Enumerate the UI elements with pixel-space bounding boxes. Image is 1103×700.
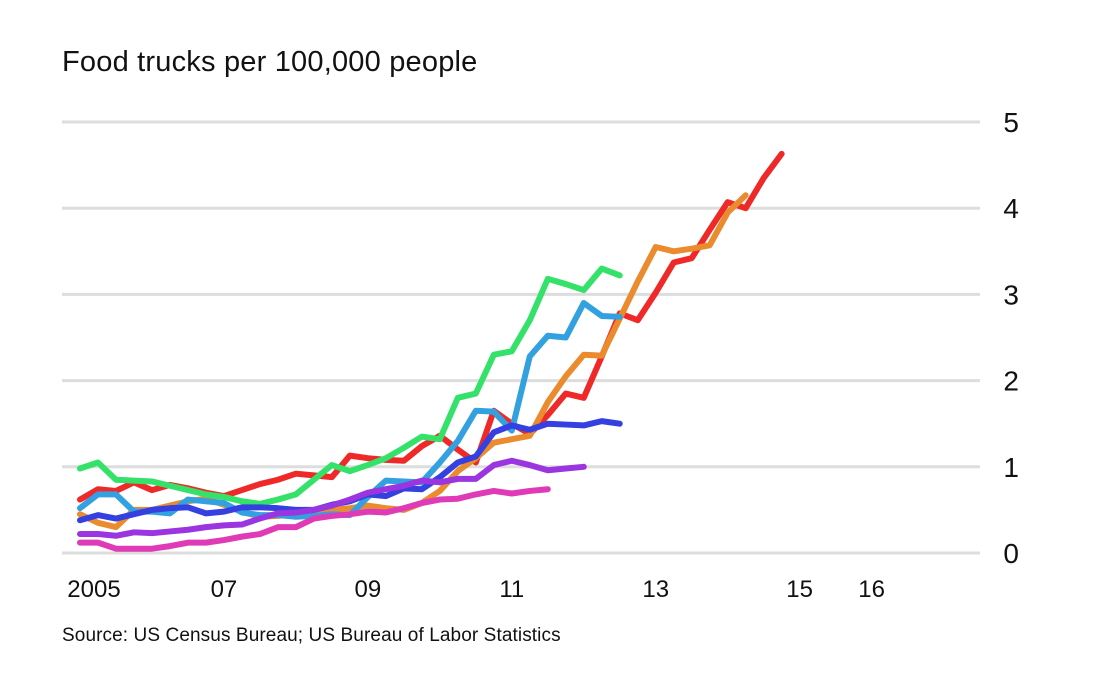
series-line-2 bbox=[77, 192, 749, 531]
y-tick-label-0: 0 bbox=[1003, 538, 1019, 569]
series-line-6 bbox=[77, 457, 587, 539]
y-tick-label-2: 2 bbox=[1003, 366, 1019, 397]
y-tick-label-5: 5 bbox=[1003, 107, 1019, 138]
x-tick-label-09: 09 bbox=[355, 576, 382, 603]
x-tick-label-13: 13 bbox=[642, 576, 669, 603]
series-line-1 bbox=[77, 150, 785, 503]
x-tick-label-16: 16 bbox=[858, 576, 885, 603]
x-tick-label-15: 15 bbox=[786, 576, 813, 603]
y-tick-label-4: 4 bbox=[1003, 193, 1019, 224]
chart-title: Food trucks per 100,000 people bbox=[62, 46, 478, 78]
series-lines bbox=[77, 150, 785, 552]
y-axis-labels: 0 1 2 3 4 5 bbox=[1003, 107, 1019, 569]
x-tick-label-07: 07 bbox=[211, 576, 238, 603]
series-line-7 bbox=[77, 486, 551, 552]
x-tick-label-2005: 2005 bbox=[67, 576, 120, 603]
y-tick-label-1: 1 bbox=[1003, 452, 1019, 483]
series-line-3 bbox=[77, 265, 623, 507]
source-note: Source: US Census Bureau; US Bureau of L… bbox=[62, 625, 561, 646]
y-tick-label-3: 3 bbox=[1003, 279, 1019, 310]
x-tick-label-11: 11 bbox=[499, 576, 524, 603]
x-axis-labels: 2005 07 09 11 13 15 16 bbox=[67, 576, 885, 603]
